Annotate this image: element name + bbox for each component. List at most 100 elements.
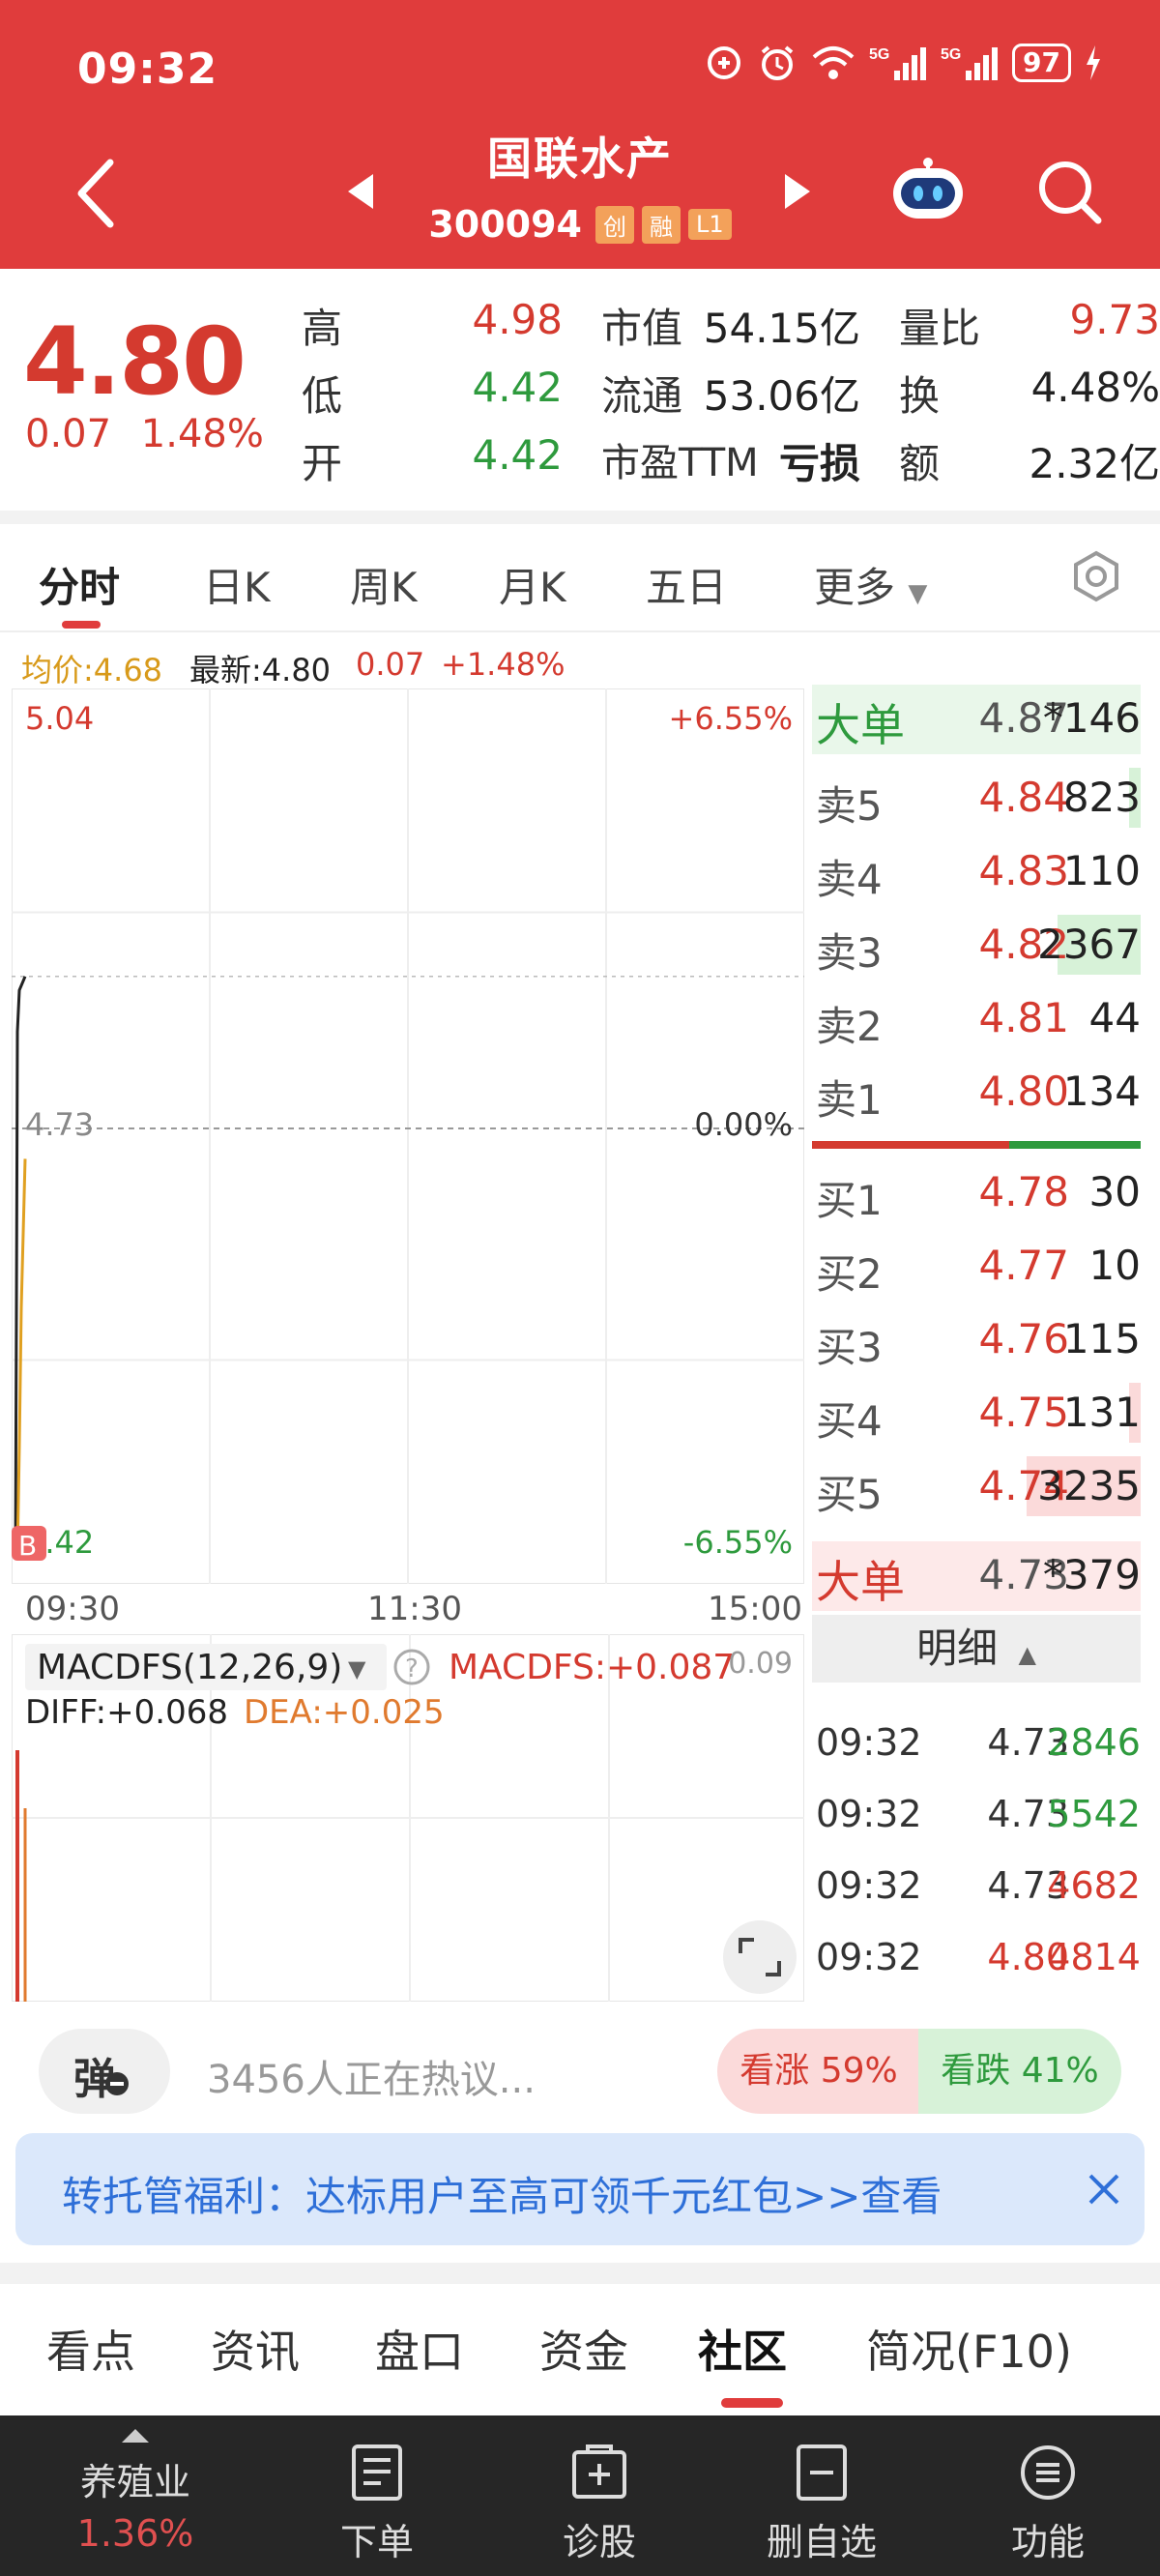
ask-row[interactable]: 卖2 4.81 44 <box>812 984 1141 1054</box>
tick-volume: 2846 <box>1047 1721 1141 1764</box>
close-icon[interactable] <box>1085 2170 1123 2209</box>
robot-assistant-icon[interactable] <box>887 155 969 224</box>
tick-row: 09:32 4.80 4814 <box>812 1926 1141 1996</box>
buy-marker[interactable] <box>12 1526 46 1561</box>
data-saver-icon <box>705 44 743 82</box>
alarm-icon <box>757 43 798 83</box>
search-icon[interactable] <box>1036 159 1104 226</box>
promo-banner-text: 转托管福利：达标用户至高可领千元红包>>查看 <box>62 2173 942 2220</box>
sector-button[interactable]: 养殖业 1.36% <box>39 2415 232 2576</box>
low-label: 低 <box>302 372 343 420</box>
big-buy-row[interactable]: 大单 4.73 *379 <box>812 1541 1141 1611</box>
x-axis-label-1500: 15:00 <box>708 1590 802 1628</box>
tab-five-day[interactable]: 五日 <box>646 564 728 611</box>
tab-highlights[interactable]: 看点 <box>46 2326 135 2378</box>
chevron-down-icon: ▼ <box>908 579 928 608</box>
next-stock-button[interactable] <box>785 174 810 209</box>
tab-order-book[interactable]: 盘口 <box>375 2326 464 2378</box>
order-button[interactable]: 下单 <box>300 2415 454 2576</box>
bid-label: 买1 <box>816 1177 883 1224</box>
bid-row[interactable]: 买2 4.77 10 <box>812 1232 1141 1302</box>
pe-ttm-label: 市盈TTM <box>601 441 759 485</box>
signal-icon: 5G <box>869 44 927 82</box>
info-tabs: 看点 资讯 盘口 资金 社区 简况(F10) <box>0 2284 1160 2415</box>
dea-value: DEA:+0.025 <box>244 1693 445 1732</box>
open-value: 4.42 <box>472 431 563 479</box>
tab-intraday[interactable]: 分时 <box>39 564 121 611</box>
tab-daily-k[interactable]: 日K <box>203 564 271 611</box>
macd-chart[interactable]: MACDFS(12,26,9) ▼ ? MACDFS:+0.087 0.09 D… <box>12 1634 804 2002</box>
promo-banner[interactable]: 转托管福利：达标用户至高可领千元红包>>查看 <box>15 2133 1145 2245</box>
stock-code: 300094 <box>428 203 582 246</box>
prev-stock-button[interactable] <box>348 174 373 209</box>
big-buy-price: 4.73 <box>978 1551 1069 1598</box>
caret-up-icon <box>122 2429 149 2443</box>
tab-monthly-k[interactable]: 月K <box>499 564 566 611</box>
bid-row[interactable]: 买4 4.75 131 <box>812 1379 1141 1449</box>
hot-discussion-text[interactable]: 3456人正在热议... <box>207 2058 536 2102</box>
turnover-label: 换 <box>899 372 941 420</box>
danmu-button[interactable]: 弹 <box>39 2029 170 2114</box>
amount-value: 2.32亿 <box>1029 440 1160 487</box>
ask-row[interactable]: 卖5 4.84 823 <box>812 764 1141 834</box>
tick-time: 09:32 <box>816 1793 922 1835</box>
ask-label: 卖2 <box>816 1003 883 1050</box>
ask-row[interactable]: 卖3 4.82 2367 <box>812 911 1141 981</box>
ask-volume: 2367 <box>1037 921 1141 968</box>
tag-rong: 融 <box>642 205 681 244</box>
title-area: 国联水产 <box>0 124 1160 188</box>
market-cap-label: 市值 <box>601 305 683 352</box>
y-axis-mid-label: 4.73 <box>25 1106 94 1143</box>
float-cap-value: 53.06亿 <box>703 372 860 420</box>
tick-volume: 5542 <box>1047 1793 1141 1835</box>
big-sell-row[interactable]: 大单 4.87 *146 <box>812 685 1141 754</box>
detail-toggle[interactable]: 明细 ▲ <box>812 1615 1141 1683</box>
ask-volume: 823 <box>1062 774 1141 821</box>
bid-row[interactable]: 买3 4.76 115 <box>812 1305 1141 1375</box>
divider <box>0 511 1160 524</box>
tab-f10[interactable]: 简况(F10) <box>866 2326 1072 2378</box>
fullscreen-button[interactable] <box>723 1920 797 1994</box>
signal-5g-label: 5G <box>869 46 889 63</box>
wifi-icon <box>811 44 856 82</box>
buy-marker-label: B <box>18 1530 37 1562</box>
diagnose-button[interactable]: 诊股 <box>522 2415 677 2576</box>
settings-icon[interactable] <box>1069 549 1123 603</box>
back-button[interactable] <box>68 155 126 232</box>
ask-label: 卖4 <box>816 856 883 903</box>
bid-volume: 30 <box>1088 1168 1141 1215</box>
ask-label: 卖5 <box>816 782 883 830</box>
bid-volume: 115 <box>1062 1315 1141 1362</box>
tab-more[interactable]: 更多 ▼ <box>814 555 927 614</box>
bullish-vote-button[interactable]: 看涨 59% <box>717 2029 920 2114</box>
market-cap-value: 54.15亿 <box>703 305 860 352</box>
subtab-active-indicator <box>721 2398 783 2408</box>
remove-watchlist-button[interactable]: 删自选 <box>744 2415 899 2576</box>
chart-grid <box>12 688 804 1584</box>
ask-row[interactable]: 卖1 4.80 134 <box>812 1058 1141 1127</box>
price-line <box>14 976 27 1558</box>
pe-ttm-value: 亏损 <box>778 440 860 487</box>
intraday-chart[interactable]: 5.04 +6.55% 4.73 0.00% 4.42 -6.55% B <box>12 688 804 1584</box>
bid-volume-bar <box>1027 1456 1141 1516</box>
tab-community[interactable]: 社区 <box>698 2326 787 2378</box>
ask-row[interactable]: 卖4 4.83 110 <box>812 837 1141 907</box>
tick-time: 09:32 <box>816 1864 922 1907</box>
big-sell-price: 4.87 <box>978 694 1069 742</box>
macd-dropdown-icon: ▼ <box>348 1655 366 1683</box>
bid-volume: 3235 <box>1037 1462 1141 1509</box>
bid-row[interactable]: 买1 4.78 30 <box>812 1158 1141 1228</box>
ask-label: 卖1 <box>816 1076 883 1124</box>
tab-capital[interactable]: 资金 <box>539 2326 628 2378</box>
bid-volume-bar <box>1129 1383 1141 1443</box>
tick-time: 09:32 <box>816 1721 922 1764</box>
help-icon[interactable] <box>393 1649 430 1685</box>
functions-button[interactable]: 功能 <box>971 2415 1125 2576</box>
tab-news[interactable]: 资讯 <box>211 2326 300 2378</box>
avg-price-line <box>15 1158 27 1558</box>
expand-icon <box>739 1938 781 1976</box>
tab-weekly-k[interactable]: 周K <box>350 564 418 611</box>
bearish-vote-button[interactable]: 看跌 41% <box>918 2029 1121 2114</box>
charging-icon <box>1085 45 1102 80</box>
bid-row[interactable]: 买5 4.74 3235 <box>812 1452 1141 1522</box>
